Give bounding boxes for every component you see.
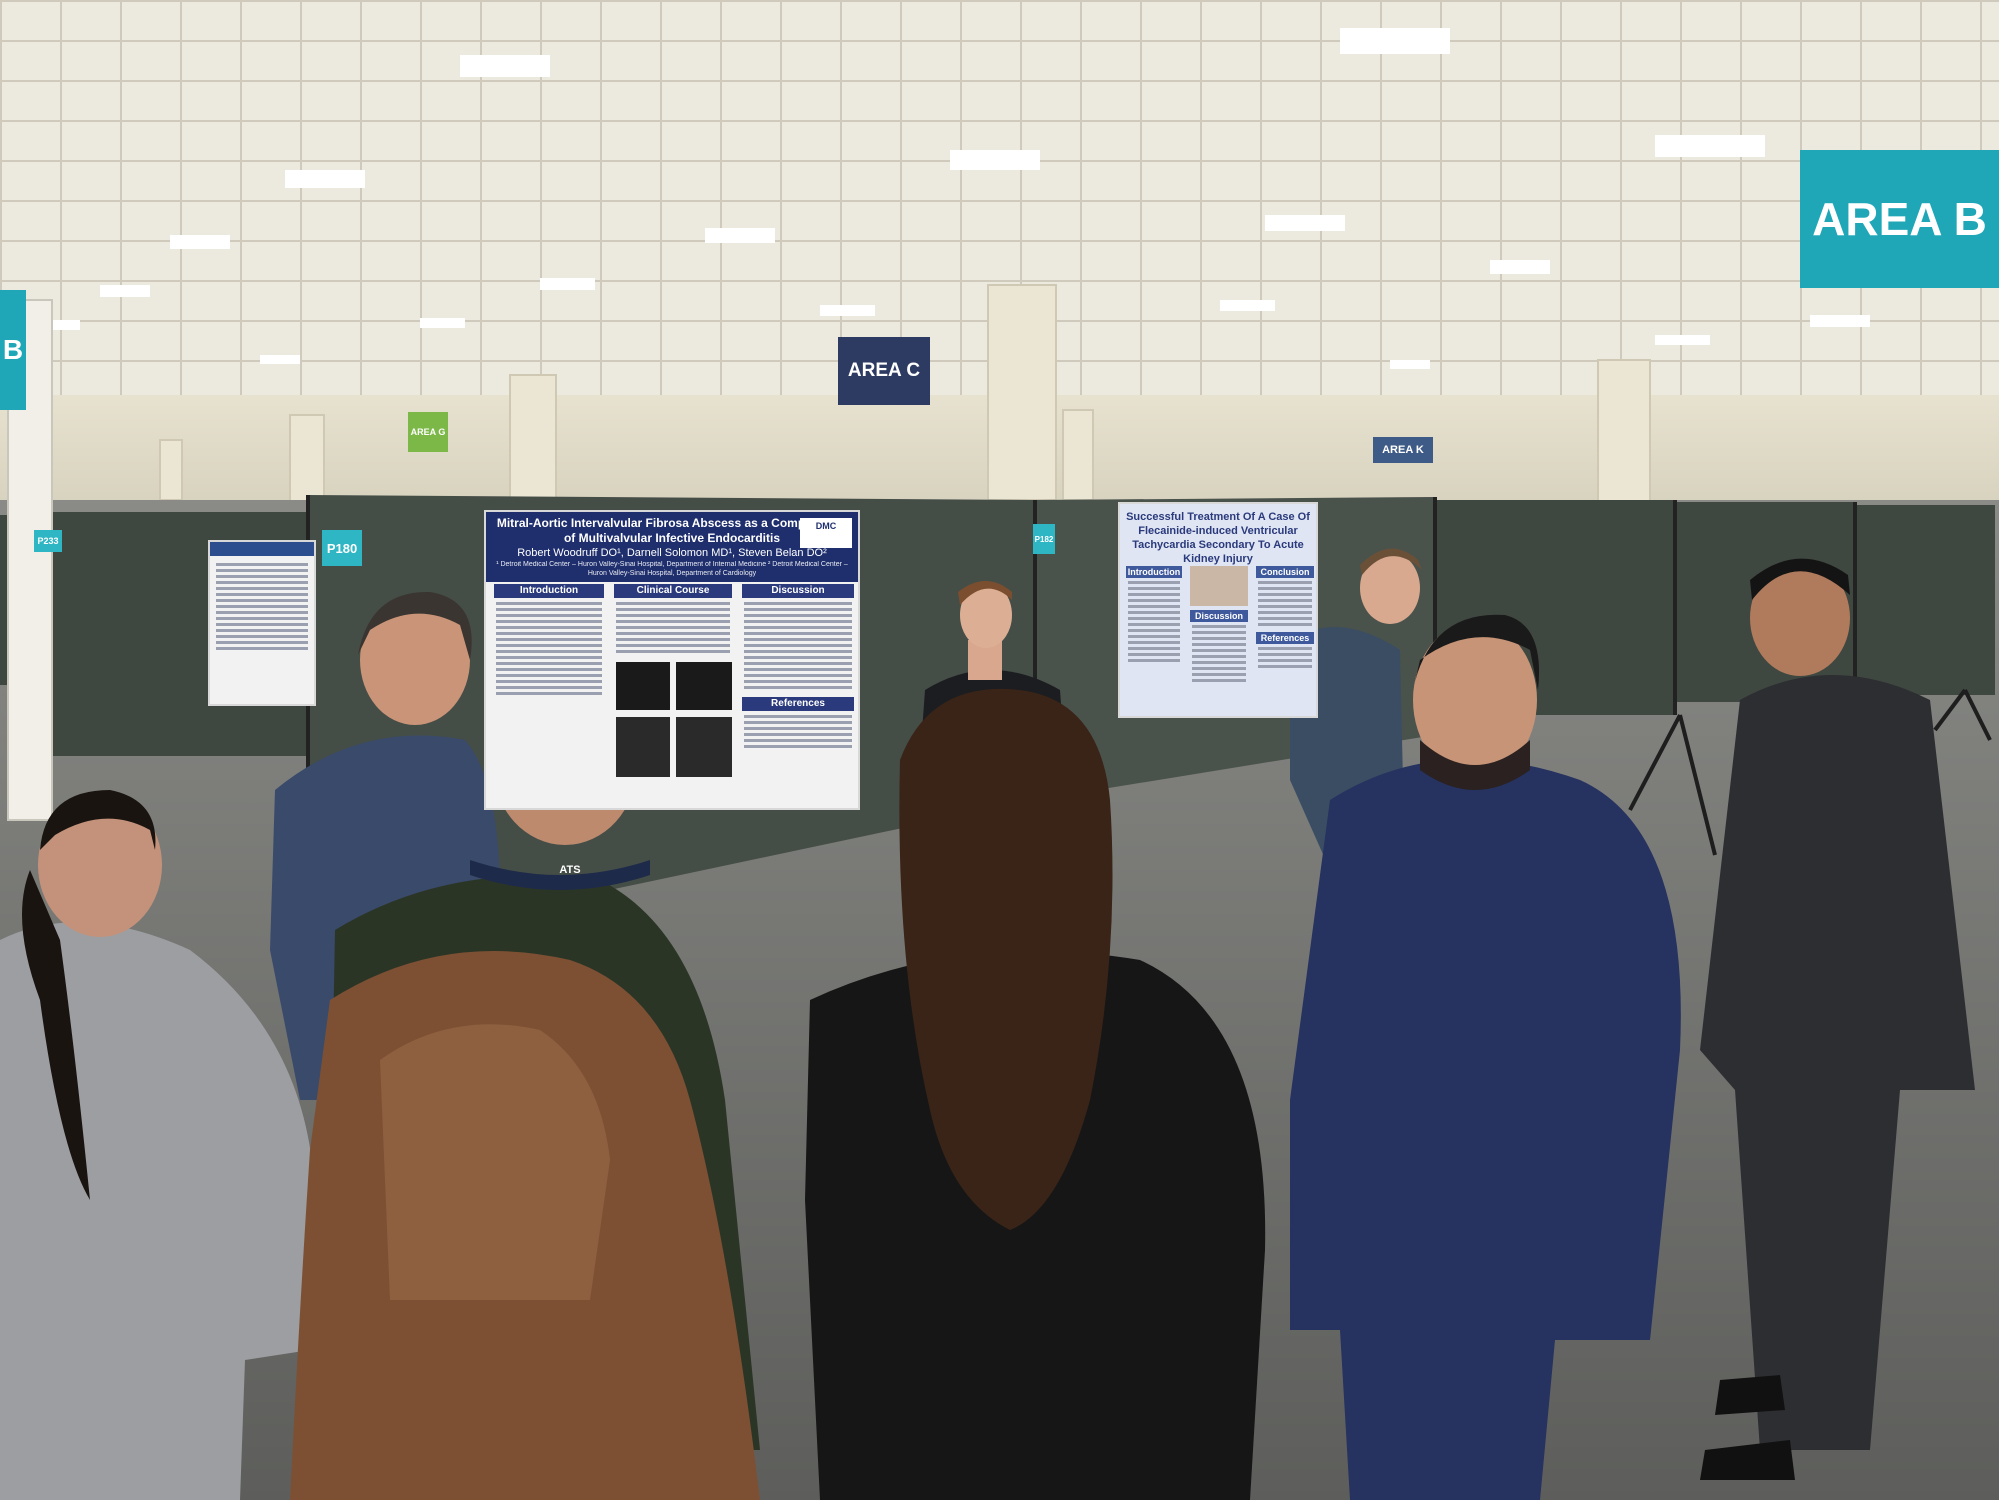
woman-grey-blazer	[0, 790, 315, 1500]
columns	[159, 284, 1651, 506]
man-navy-suit	[1290, 614, 1681, 1500]
intro-heading: Introduction	[494, 584, 604, 598]
right-conclusion-column: Conclusion References	[1256, 566, 1314, 671]
main-poster-authors: Robert Woodruff DO¹, Darnell Solomon MD¹…	[517, 547, 827, 559]
clinical-course-column: Clinical Course	[614, 584, 732, 656]
panel-number-p233: P233	[34, 530, 62, 552]
area-c-sign: AREA C	[838, 337, 930, 405]
panel-number-p180: P180	[322, 530, 362, 566]
references-heading: References	[742, 697, 854, 711]
area-c-label: AREA C	[847, 360, 921, 381]
main-poster-header: Mitral-Aortic Intervalvular Fibrosa Absc…	[486, 512, 858, 582]
woman-curly-hair	[290, 951, 760, 1500]
area-g-label: AREA G	[410, 427, 446, 437]
right-references-heading: References	[1256, 632, 1314, 644]
discussion-column: Discussion References	[742, 584, 854, 751]
echo-image-2	[676, 662, 732, 710]
right-discussion-column: Discussion	[1190, 566, 1248, 685]
main-poster-title: Mitral-Aortic Intervalvular Fibrosa Absc…	[496, 516, 848, 545]
right-intro-heading: Introduction	[1126, 566, 1182, 578]
badge-text: ATS	[559, 864, 581, 876]
clinical-course-heading: Clinical Course	[614, 584, 732, 598]
right-poster: Successful Treatment Of A Case Of Flecai…	[1118, 502, 1318, 718]
p182-label: P182	[1034, 534, 1054, 544]
ceiling-lights	[40, 28, 1870, 369]
main-poster: Mitral-Aortic Intervalvular Fibrosa Absc…	[484, 510, 860, 810]
left-b-label: B	[2, 334, 24, 365]
background-poster	[208, 540, 316, 706]
man-right-dark-suit	[1700, 558, 1975, 1480]
ecg-image	[1190, 566, 1248, 606]
dmc-logo: DMC	[800, 518, 852, 548]
area-k-label: AREA K	[1382, 444, 1424, 456]
area-k-sign: AREA K	[1373, 437, 1433, 463]
main-poster-affiliations: ¹ Detroit Medical Center – Huron Valley-…	[496, 561, 848, 577]
panel-number-p182: P182	[1033, 524, 1055, 554]
right-discussion-heading: Discussion	[1190, 610, 1248, 622]
right-conclusion-heading: Conclusion	[1256, 566, 1314, 578]
left-b-sign: B	[0, 290, 26, 410]
area-g-sign: AREA G	[408, 412, 448, 452]
brain-mri-image	[616, 717, 670, 777]
p180-label: P180	[326, 540, 358, 556]
right-intro-column: Introduction	[1126, 566, 1182, 665]
discussion-heading: Discussion	[742, 584, 854, 598]
area-b-sign: AREA B	[1800, 150, 1999, 288]
area-b-label: AREA B	[1812, 193, 1987, 245]
dmc-logo-text: DMC	[815, 521, 837, 531]
woman-long-dark-hair	[805, 688, 1266, 1500]
chest-ct-image	[676, 717, 732, 777]
echo-image-1	[616, 662, 670, 710]
right-poster-title: Successful Treatment Of A Case Of Flecai…	[1126, 511, 1310, 565]
intro-column: Introduction	[494, 584, 604, 698]
p233-label: P233	[37, 536, 59, 546]
lanyard-badge: ATS	[545, 862, 595, 878]
